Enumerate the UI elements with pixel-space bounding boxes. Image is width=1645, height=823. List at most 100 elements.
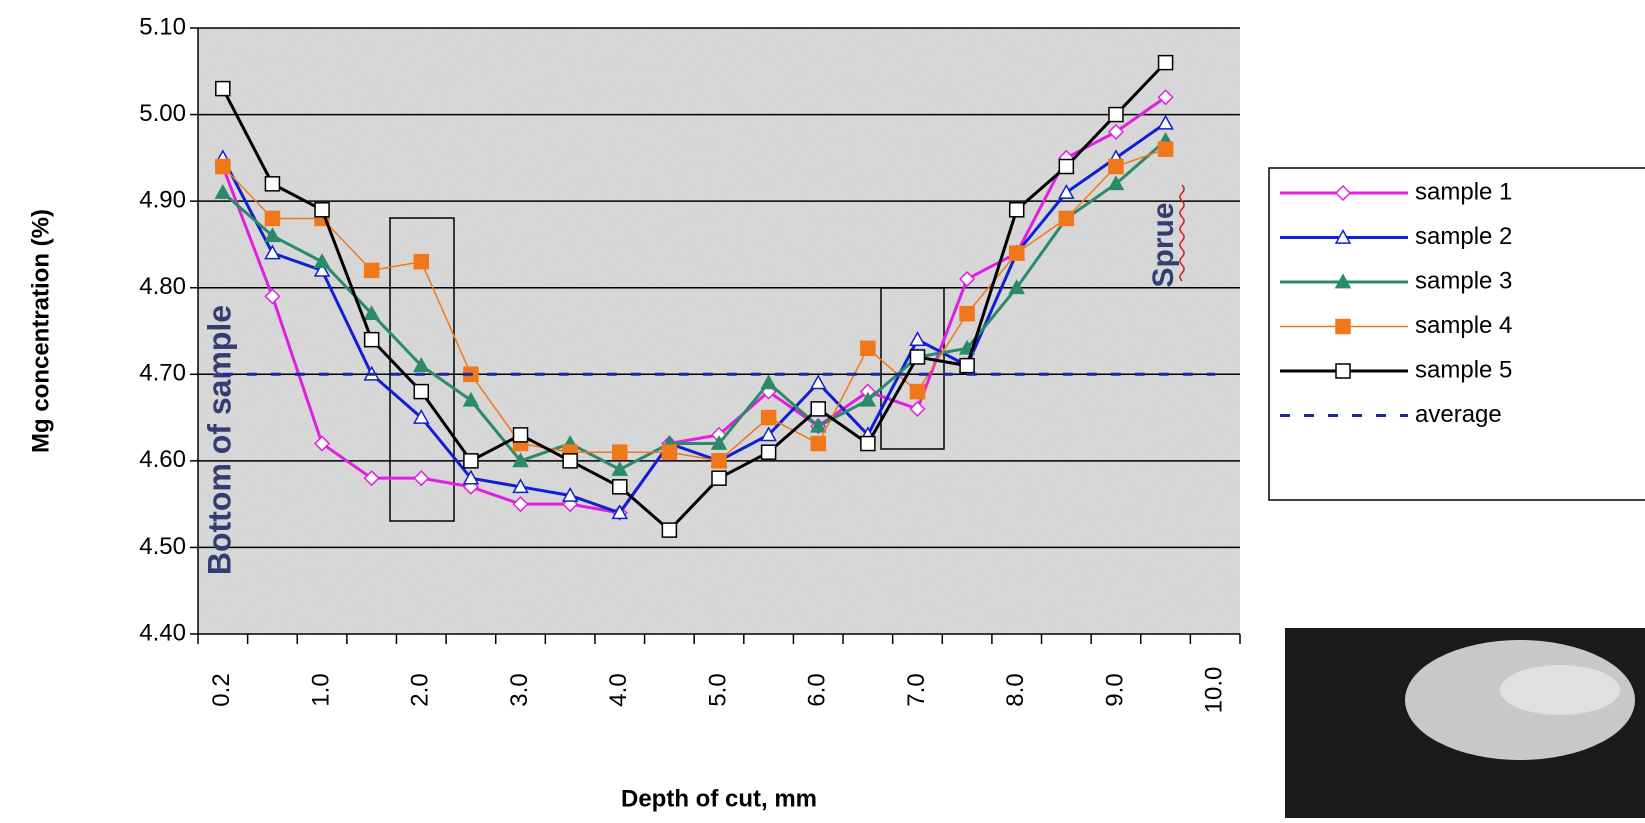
marker <box>760 444 777 460</box>
marker <box>760 409 777 426</box>
marker <box>1058 183 1075 199</box>
highlight-box <box>880 287 945 450</box>
marker <box>1157 89 1174 106</box>
series-line <box>222 148 1166 462</box>
marker <box>1107 175 1125 191</box>
marker <box>264 210 281 227</box>
underline <box>1179 184 1185 282</box>
series-line <box>221 96 1167 515</box>
x-tick-label: 2.0 <box>407 673 434 706</box>
marker <box>1108 106 1124 123</box>
marker <box>512 496 529 513</box>
x-tick-label: 10.0 <box>1201 667 1228 714</box>
marker <box>264 244 281 260</box>
marker <box>264 227 281 243</box>
x-tick-label: 6.0 <box>804 673 831 706</box>
marker <box>1008 245 1025 261</box>
marker <box>413 357 430 372</box>
x-tick-label: 9.0 <box>1101 673 1128 706</box>
legend-label: sample 3 <box>1415 267 1512 294</box>
marker <box>512 427 529 443</box>
marker <box>1334 184 1352 202</box>
marker <box>612 444 628 460</box>
y-tick-label: 4.50 <box>139 533 186 560</box>
marker <box>512 452 529 468</box>
series-line <box>221 61 1167 533</box>
marker <box>711 470 727 486</box>
marker <box>809 417 827 433</box>
marker <box>809 374 827 390</box>
marker <box>959 270 976 288</box>
marker <box>264 176 281 192</box>
marker <box>661 522 678 538</box>
x-tick-label: 7.0 <box>903 673 930 706</box>
y-tick-label: 4.40 <box>139 619 186 646</box>
marker <box>1335 318 1351 335</box>
marker <box>1008 279 1025 295</box>
marker <box>611 504 629 520</box>
marker <box>1157 114 1174 130</box>
photo-object <box>1500 665 1620 715</box>
marker <box>1334 228 1352 244</box>
x-tick-label: 3.0 <box>506 673 533 706</box>
legend-label: sample 4 <box>1415 312 1512 339</box>
marker <box>959 357 975 374</box>
x-axis-title: Depth of cut, mm <box>621 785 817 812</box>
marker <box>413 383 430 400</box>
legend-label: average <box>1415 401 1502 428</box>
marker <box>363 331 380 348</box>
y-tick-label: 4.80 <box>139 273 186 300</box>
marker <box>860 435 876 452</box>
series-line <box>221 139 1167 472</box>
highlight-box <box>389 217 455 522</box>
marker <box>215 80 231 97</box>
marker <box>1008 202 1025 218</box>
x-tick-label: 1.0 <box>307 673 334 706</box>
marker <box>561 486 579 502</box>
legend-label: sample 1 <box>1415 178 1512 205</box>
marker <box>1335 363 1351 379</box>
y-tick-label: 5.00 <box>139 100 186 127</box>
marker <box>909 400 926 417</box>
annotation: Bottom of sample <box>201 305 237 575</box>
marker <box>1334 273 1352 289</box>
marker <box>909 349 926 365</box>
marker <box>760 426 777 442</box>
plot-texture <box>198 28 1240 634</box>
marker <box>313 261 331 277</box>
marker <box>512 478 529 494</box>
marker <box>859 391 877 407</box>
x-tick-label: 5.0 <box>704 673 731 706</box>
marker <box>1157 141 1174 157</box>
x-tick-label: 4.0 <box>605 673 632 706</box>
marker <box>710 434 728 450</box>
x-tick-label: 8.0 <box>1002 673 1029 706</box>
legend <box>1268 167 1645 501</box>
marker <box>860 340 876 357</box>
y-tick-label: 5.10 <box>139 13 186 40</box>
marker <box>413 409 430 424</box>
marker <box>810 435 826 452</box>
marker <box>810 401 826 417</box>
marker <box>760 374 777 390</box>
marker <box>909 331 926 347</box>
marker <box>959 305 975 322</box>
marker <box>1107 123 1125 140</box>
marker <box>1157 54 1174 71</box>
x-tick-label: 0.2 <box>208 673 235 706</box>
y-tick-label: 4.90 <box>139 186 186 213</box>
marker <box>314 202 330 218</box>
marker <box>463 453 479 469</box>
marker <box>363 305 380 321</box>
marker <box>1058 158 1075 175</box>
marker <box>264 288 281 305</box>
marker <box>1108 158 1124 175</box>
marker <box>661 444 678 460</box>
marker <box>711 453 727 469</box>
marker <box>1058 210 1075 227</box>
y-tick-label: 4.60 <box>139 446 186 473</box>
marker <box>363 470 380 487</box>
marker <box>313 253 331 269</box>
marker <box>462 469 480 485</box>
marker <box>363 262 380 279</box>
